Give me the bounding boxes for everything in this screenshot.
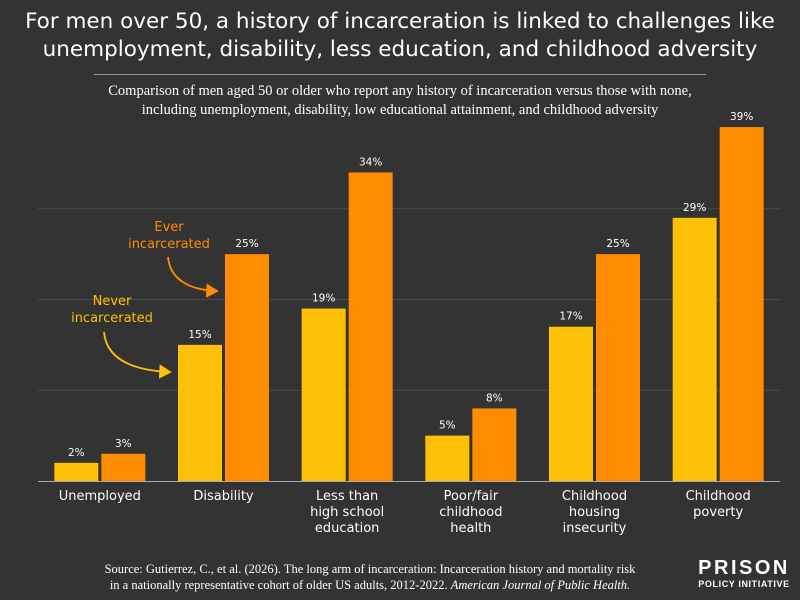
category-label: Poor/fair childhood health xyxy=(439,489,502,536)
chart-title: For men over 50, a history of incarcerat… xyxy=(0,8,800,64)
category-label-line: childhood xyxy=(439,505,502,520)
data-label: 19% xyxy=(312,293,335,305)
category-label-line: poverty xyxy=(693,505,743,520)
bar xyxy=(225,254,269,481)
source-line-2: in a nationally representative cohort of… xyxy=(60,577,680,593)
bar xyxy=(348,172,393,481)
bar xyxy=(719,127,764,481)
bar xyxy=(301,308,346,481)
subtitle-line-2: including unemployment, disability, low … xyxy=(141,102,659,118)
data-label: 5% xyxy=(439,420,456,432)
bar xyxy=(549,326,593,481)
bar xyxy=(101,453,146,481)
annotation-line: incarcerated xyxy=(128,237,210,252)
bar xyxy=(425,435,470,481)
category-label: Less than high school education xyxy=(310,489,384,536)
category-label: Disability xyxy=(193,489,254,504)
data-label: 25% xyxy=(235,238,258,250)
category-label: Childhood housing insecurity xyxy=(562,489,627,536)
data-label: 3% xyxy=(115,438,132,450)
subtitle-line-1: Comparison of men aged 50 or older who r… xyxy=(108,83,692,99)
annotation-line: incarcerated xyxy=(71,311,153,326)
data-label: 17% xyxy=(559,311,582,323)
category-label: Unemployed xyxy=(59,489,141,504)
category-label-line: insecurity xyxy=(563,521,627,536)
category-label-line: Less than xyxy=(316,489,378,504)
bar xyxy=(672,217,717,481)
title-divider xyxy=(94,74,706,75)
category-label-line: health xyxy=(450,521,491,536)
category-label-line: high school xyxy=(310,505,384,520)
category-label-line: Childhood xyxy=(562,489,627,504)
bar xyxy=(472,408,517,481)
category-label-line: Poor/fair xyxy=(444,489,499,504)
data-label: 15% xyxy=(188,329,211,341)
data-label: 39% xyxy=(730,111,753,123)
logo-line-2: POLICY INITIATIVE xyxy=(698,579,790,589)
bar xyxy=(596,254,640,481)
data-label: 29% xyxy=(683,202,706,214)
prison-policy-initiative-logo: PRISON POLICY INITIATIVE xyxy=(690,557,798,590)
annotation-arrow-never xyxy=(103,331,172,379)
annotation-ever-incarcerated: Ever incarcerated xyxy=(128,220,210,252)
logo-line-1: PRISON xyxy=(698,557,790,579)
title-line-2: unemployment, disability, less education… xyxy=(42,37,758,62)
source-line-1: Source: Gutierrez, C., et al. (2026). Th… xyxy=(104,562,636,576)
data-label: 34% xyxy=(359,156,382,168)
source-note: Source: Gutierrez, C., et al. (2026). Th… xyxy=(60,561,680,593)
annotation-arrow-ever xyxy=(167,256,219,298)
chart-subtitle: Comparison of men aged 50 or older who r… xyxy=(0,82,800,120)
data-label: 25% xyxy=(606,238,629,250)
bar xyxy=(54,462,99,481)
data-label: 2% xyxy=(68,447,85,459)
title-line-1: For men over 50, a history of incarcerat… xyxy=(25,9,775,34)
category-label-line: education xyxy=(315,521,380,536)
category-label-line: Unemployed xyxy=(59,489,141,504)
category-label-line: Childhood xyxy=(686,489,751,504)
annotation-line: Never xyxy=(93,294,132,309)
annotation-never-incarcerated: Never incarcerated xyxy=(71,294,153,326)
annotation-line: Ever xyxy=(154,220,184,235)
bar xyxy=(178,344,222,481)
source-citation: in a nationally representative cohort of… xyxy=(109,578,448,592)
category-label-line: housing xyxy=(569,505,620,520)
category-label-line: Disability xyxy=(193,489,254,504)
category-label: Childhood poverty xyxy=(686,489,751,520)
source-journal: American Journal of Public Health. xyxy=(450,578,631,592)
data-label: 8% xyxy=(486,392,503,404)
